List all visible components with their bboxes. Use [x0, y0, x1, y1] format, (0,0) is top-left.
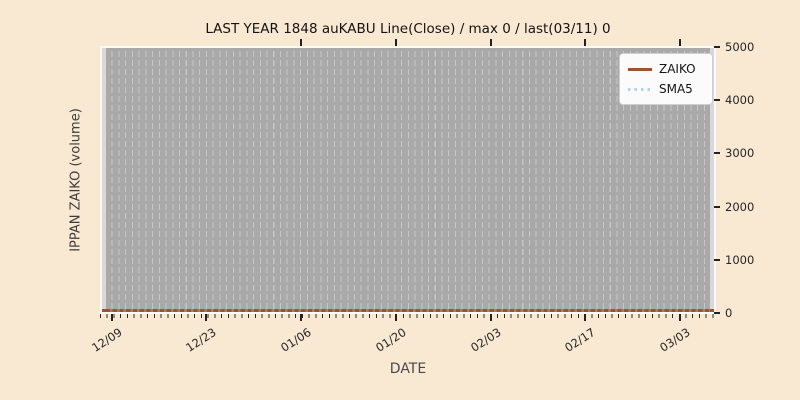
y-tick-label: 5000: [725, 40, 755, 54]
x-major-tick: [205, 314, 207, 321]
y-tick-mark: [714, 46, 720, 48]
x-major-tick: [584, 314, 586, 321]
x-tick-label: 12/23: [183, 325, 219, 355]
x-major-tick: [395, 314, 397, 321]
y-tick-mark: [714, 206, 720, 208]
x-tick-label: 02/17: [562, 325, 598, 355]
legend-label: SMA5: [659, 82, 693, 96]
x-major-tick: [300, 314, 302, 321]
x-top-tick: [490, 39, 492, 46]
legend-label: ZAIKO: [659, 62, 696, 76]
y-tick-label: 3000: [725, 146, 755, 160]
legend-item-zaiko: ZAIKO: [628, 61, 704, 77]
x-tick-label: 02/03: [468, 325, 504, 355]
legend: ZAIKO SMA5: [619, 53, 713, 105]
gridline-band: [106, 48, 710, 310]
legend-item-sma5: SMA5: [628, 81, 704, 97]
plot-area: [100, 46, 716, 314]
x-major-tick: [490, 314, 492, 321]
x-tick-label: 01/06: [278, 325, 314, 355]
y-tick-mark: [714, 312, 720, 314]
y-tick-label: 1000: [725, 253, 755, 267]
y-tick-mark: [714, 99, 720, 101]
x-major-tick: [111, 314, 113, 321]
x-tick-label: 03/03: [657, 325, 693, 355]
zaiko-series-line: [102, 309, 714, 312]
x-tick-label: 12/09: [89, 325, 125, 355]
y-tick-mark: [714, 259, 720, 261]
x-top-tick: [584, 39, 586, 46]
x-top-tick: [395, 39, 397, 46]
chart-title: LAST YEAR 1848 auKABU Line(Close) / max …: [205, 21, 611, 37]
y-tick-label: 0: [725, 306, 733, 320]
x-major-tick: [679, 314, 681, 321]
x-top-tick: [300, 39, 302, 46]
y-tick-mark: [714, 152, 720, 154]
x-axis-minor-ticks: [100, 314, 716, 318]
y-tick-label: 2000: [725, 200, 755, 214]
y-tick-label: 4000: [725, 93, 755, 107]
sma5-dotted-swatch-icon: [628, 87, 652, 91]
x-tick-label: 01/20: [373, 325, 409, 355]
x-top-tick: [679, 39, 681, 46]
zaiko-line-swatch-icon: [628, 67, 652, 71]
x-axis-label: DATE: [389, 361, 427, 377]
y-axis-label: IPPAN ZAIKO (volume): [68, 108, 84, 252]
